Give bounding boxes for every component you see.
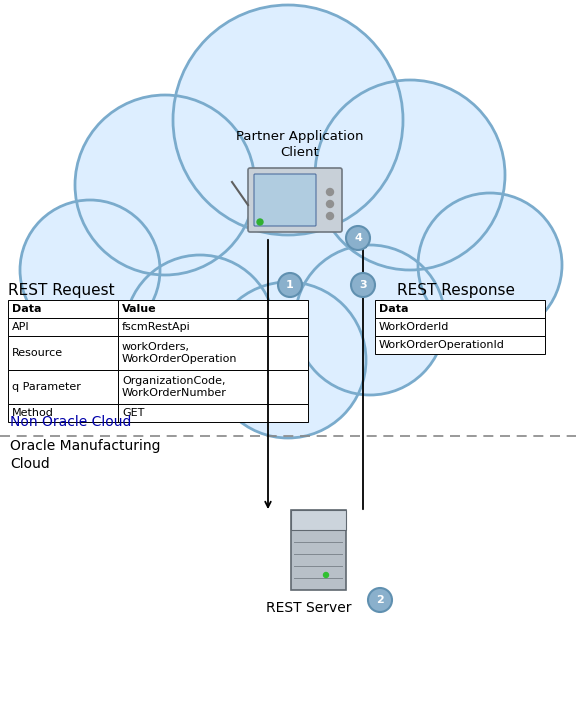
Circle shape	[75, 95, 255, 275]
FancyBboxPatch shape	[8, 404, 118, 422]
Text: Data: Data	[379, 304, 408, 314]
Circle shape	[419, 194, 561, 336]
FancyBboxPatch shape	[118, 370, 308, 404]
Circle shape	[295, 245, 445, 395]
Circle shape	[346, 226, 370, 250]
Circle shape	[368, 588, 392, 612]
FancyBboxPatch shape	[375, 336, 545, 354]
Circle shape	[327, 189, 334, 196]
FancyBboxPatch shape	[375, 318, 545, 336]
Circle shape	[324, 572, 328, 577]
Circle shape	[174, 6, 402, 234]
Ellipse shape	[90, 130, 330, 310]
Text: workOrders,
WorkOrderOperation: workOrders, WorkOrderOperation	[122, 342, 237, 364]
Circle shape	[211, 283, 365, 437]
Ellipse shape	[250, 130, 490, 310]
Circle shape	[316, 81, 504, 269]
FancyBboxPatch shape	[118, 318, 308, 336]
Circle shape	[315, 80, 505, 270]
Text: WorkOrderOperationId: WorkOrderOperationId	[379, 340, 505, 350]
Text: 3: 3	[359, 280, 367, 290]
Circle shape	[20, 200, 160, 340]
FancyBboxPatch shape	[8, 318, 118, 336]
Text: Oracle Manufacturing
Cloud: Oracle Manufacturing Cloud	[10, 438, 161, 471]
Circle shape	[76, 96, 254, 274]
Circle shape	[125, 255, 275, 405]
FancyBboxPatch shape	[8, 336, 118, 370]
Circle shape	[257, 219, 263, 225]
Circle shape	[327, 200, 334, 207]
Text: Non Oracle Cloud: Non Oracle Cloud	[10, 415, 131, 429]
FancyBboxPatch shape	[248, 168, 342, 232]
Circle shape	[210, 282, 366, 438]
FancyBboxPatch shape	[291, 510, 346, 590]
Circle shape	[351, 273, 375, 297]
FancyBboxPatch shape	[8, 300, 118, 318]
Text: Resource: Resource	[12, 348, 63, 358]
Text: 1: 1	[286, 280, 294, 290]
Circle shape	[21, 201, 159, 339]
Text: WorkOrderId: WorkOrderId	[379, 322, 449, 332]
Circle shape	[173, 5, 403, 235]
Text: OrganizationCode,
WorkOrderNumber: OrganizationCode, WorkOrderNumber	[122, 376, 227, 398]
Text: 2: 2	[376, 595, 384, 605]
Text: fscmRestApi: fscmRestApi	[122, 322, 191, 332]
Ellipse shape	[128, 220, 448, 380]
Circle shape	[278, 273, 302, 297]
Text: 4: 4	[354, 233, 362, 243]
Text: REST Request: REST Request	[8, 282, 115, 297]
Text: q Parameter: q Parameter	[12, 382, 81, 392]
Text: API: API	[12, 322, 29, 332]
Text: REST Server: REST Server	[266, 601, 351, 615]
Text: Value: Value	[122, 304, 157, 314]
Circle shape	[327, 212, 334, 220]
Text: REST Response: REST Response	[397, 282, 515, 297]
FancyBboxPatch shape	[8, 370, 118, 404]
Text: Method: Method	[12, 408, 54, 418]
Text: Partner Application
Client: Partner Application Client	[236, 130, 364, 159]
Circle shape	[296, 246, 444, 394]
FancyBboxPatch shape	[118, 404, 308, 422]
Circle shape	[418, 193, 562, 337]
FancyBboxPatch shape	[291, 510, 346, 530]
FancyBboxPatch shape	[254, 174, 316, 226]
Text: GET: GET	[122, 408, 145, 418]
FancyBboxPatch shape	[375, 300, 545, 318]
Text: Data: Data	[12, 304, 41, 314]
Circle shape	[126, 256, 274, 404]
FancyBboxPatch shape	[118, 336, 308, 370]
FancyBboxPatch shape	[118, 300, 308, 318]
